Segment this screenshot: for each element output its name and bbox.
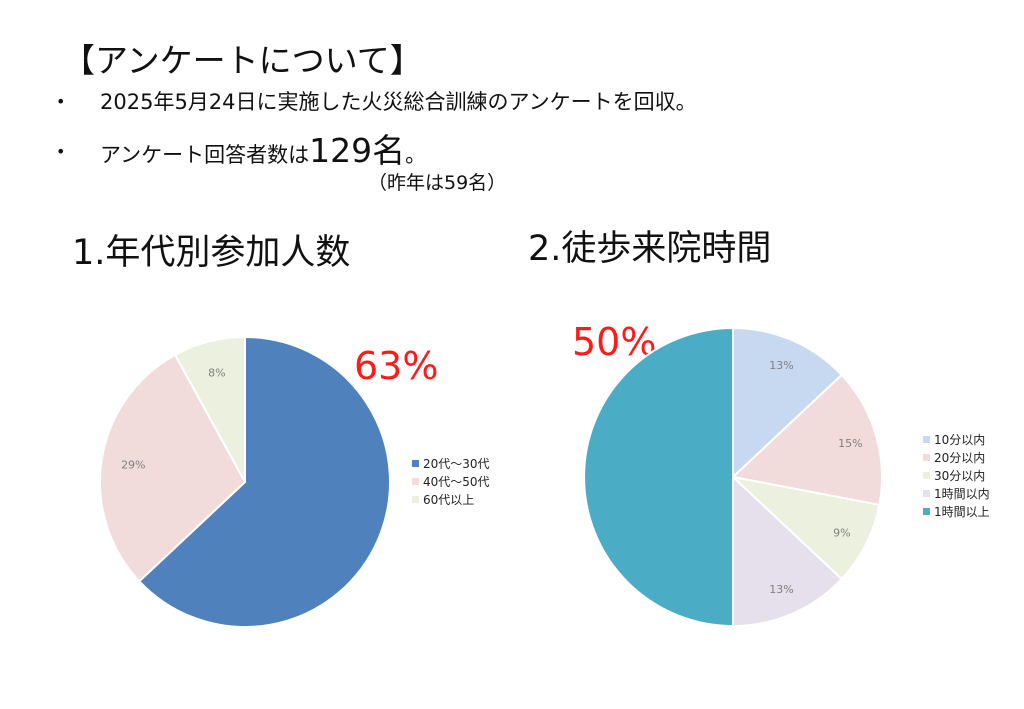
- chart-title-age: 1.年代別参加人数: [72, 233, 351, 273]
- legend-swatch: [923, 508, 930, 515]
- pie-slice: [137, 335, 391, 628]
- pie-data-label: 15%: [838, 437, 862, 450]
- pie-data-label: 13%: [769, 583, 793, 596]
- legend-entry: 60代以上: [423, 493, 474, 507]
- legend-entry: 40代～50代: [423, 475, 490, 489]
- bullet-marker: •: [56, 142, 66, 161]
- legend-swatch: [412, 478, 419, 485]
- respondent-count-label: アンケート回答者数は: [100, 143, 310, 167]
- respondent-count-line: アンケート回答者数は129名。: [100, 124, 426, 172]
- legend-entry: 1時間以内: [934, 487, 990, 501]
- pie-slice: [99, 353, 247, 583]
- pie-data-label: 13%: [769, 359, 793, 372]
- pie-slice: [583, 326, 734, 628]
- pie-slice: [730, 373, 883, 507]
- pie-slice: [732, 474, 844, 628]
- walk-time-pie-chart: 13% 15% 9% 13% 10分以内 20分以内 30分以内 1時間以内 1時間以上: [583, 326, 990, 628]
- legend-entry: 20代～30代: [423, 457, 490, 471]
- legend-swatch: [923, 454, 930, 461]
- legend-swatch: [923, 490, 930, 497]
- age-pie-chart: 29% 8% 20代～30代 40代～50代 60代以上: [99, 335, 490, 628]
- last-year-note: （昨年は59名）: [368, 172, 507, 194]
- pie-data-label: 29%: [121, 458, 145, 471]
- pie-data-label: 8%: [208, 366, 225, 379]
- legend-swatch: [412, 496, 419, 503]
- legend-entry: 20分以内: [934, 451, 985, 465]
- pie-slice: [173, 335, 246, 483]
- legend-entry: 1時間以上: [934, 505, 990, 519]
- legend-swatch: [412, 460, 419, 467]
- respondent-count-value: 129名: [309, 131, 406, 170]
- legend-entry: 30分以内: [934, 469, 985, 483]
- bullet-text-survey: 2025年5月24日に実施した火災総合訓練のアンケートを回収。: [100, 90, 697, 114]
- chart-title-walk-time: 2.徒歩来院時間: [528, 229, 772, 269]
- pie-slice: [732, 326, 844, 480]
- pie-slice: [729, 475, 881, 581]
- legend-swatch: [923, 472, 930, 479]
- respondent-count-suffix: 。: [405, 143, 427, 167]
- highlight-percent-walk: 50%: [572, 320, 657, 364]
- pie-data-label: 9%: [833, 526, 850, 539]
- legend-swatch: [923, 436, 930, 443]
- legend-entry: 10分以内: [934, 433, 985, 447]
- bullet-marker: •: [56, 92, 66, 111]
- highlight-percent-age: 63%: [354, 344, 439, 388]
- page-heading: 【アンケートについて】: [62, 41, 423, 80]
